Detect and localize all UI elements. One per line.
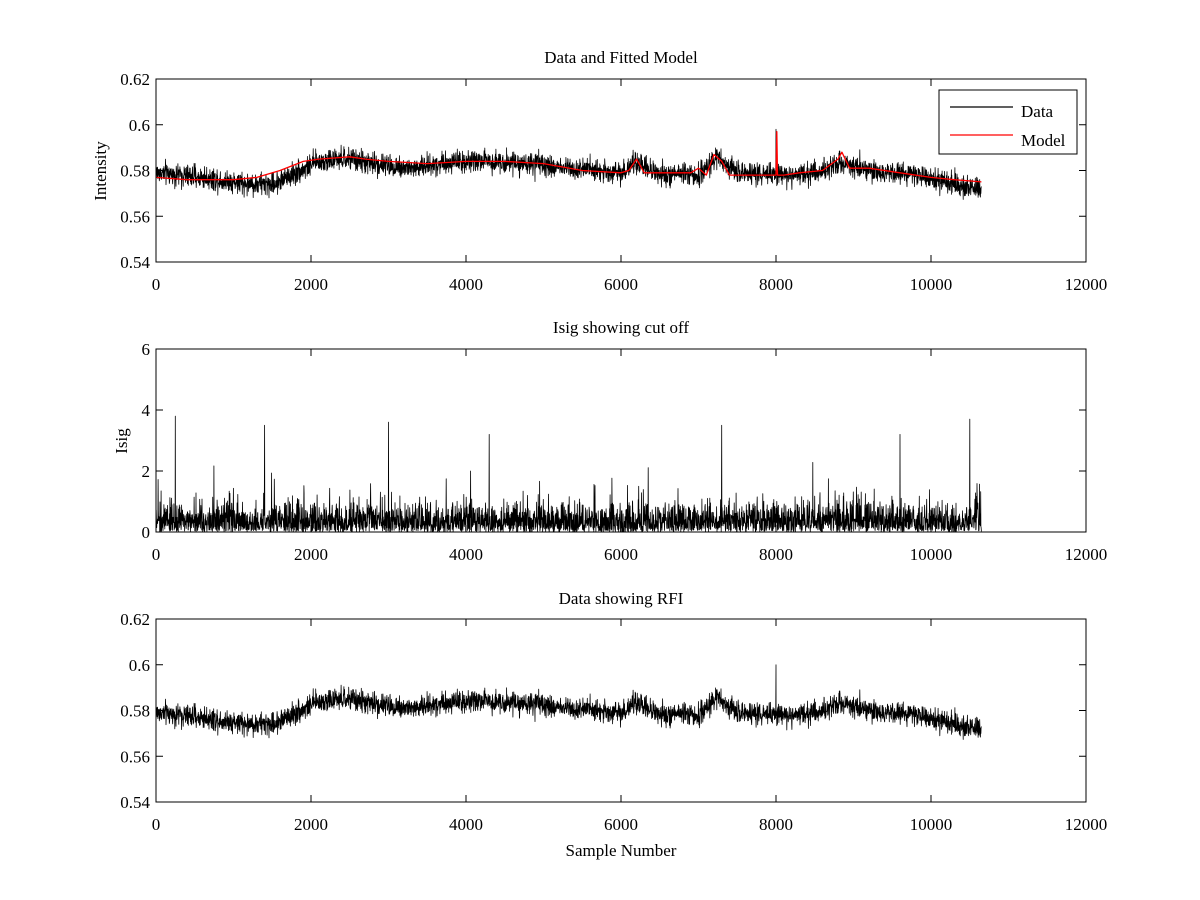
legend-label-data: Data: [1021, 102, 1054, 121]
panel-2-ylabel: Isig: [112, 428, 131, 454]
series-line-isig: [155, 664, 982, 740]
x-tick-label: 10000: [910, 815, 953, 834]
y-tick-label: 0.62: [120, 70, 150, 89]
y-tick-label: 0.6: [129, 116, 150, 135]
legend-label-model: Model: [1021, 131, 1066, 150]
panel-3-plot-area: [155, 664, 982, 740]
panel-3-xlabel: Sample Number: [566, 841, 677, 860]
panel-data-and-model: Data and Fitted Model Intensity 0 2000 400…: [91, 48, 1107, 294]
x-tick-label: 12000: [1065, 275, 1108, 294]
y-tick-label: 0.62: [120, 610, 150, 629]
y-tick-label: 0.58: [120, 162, 150, 181]
x-tick-label: 0: [152, 275, 161, 294]
x-tick-label: 10000: [910, 275, 953, 294]
x-tick-label: 0: [152, 545, 161, 564]
x-tick-label: 8000: [759, 275, 793, 294]
y-tick-label: 2: [142, 462, 151, 481]
y-tick-label: 0.54: [120, 253, 150, 272]
y-tick-label: 0.6: [129, 656, 150, 675]
panel-2-ticks: 0 2000 4000 6000 8000 10000 12000 0 2 4 6: [142, 340, 1108, 564]
x-tick-label: 6000: [604, 545, 638, 564]
legend-box: [938, 89, 1078, 155]
y-tick-label: 0: [142, 523, 151, 542]
series-line-isig: [155, 415, 982, 533]
panel-1-title: Data and Fitted Model: [544, 48, 698, 67]
panel-1-ylabel: Intensity: [91, 141, 110, 201]
x-tick-label: 2000: [294, 545, 328, 564]
x-tick-label: 8000: [759, 545, 793, 564]
y-tick-label: 0.58: [120, 702, 150, 721]
y-tick-label: 6: [142, 340, 151, 359]
x-tick-label: 8000: [759, 815, 793, 834]
panel-2-plot-area: [155, 415, 982, 533]
panel-3-title: Data showing RFI: [559, 589, 684, 608]
series-line-data: [155, 128, 982, 200]
series-line-model: [155, 130, 982, 183]
legend: Data Model: [938, 89, 1078, 155]
x-tick-label: 6000: [604, 275, 638, 294]
y-tick-label: 0.56: [120, 747, 150, 766]
y-tick-label: 4: [142, 401, 151, 420]
x-tick-label: 0: [152, 815, 161, 834]
x-tick-label: 4000: [449, 275, 483, 294]
x-tick-label: 4000: [449, 545, 483, 564]
panel-3-ticks: 0 2000 4000 6000 8000 10000 12000 0.54 0.56 0.58 0…: [120, 610, 1107, 834]
x-tick-label: 2000: [294, 275, 328, 294]
x-tick-label: 6000: [604, 815, 638, 834]
y-tick-label: 0.56: [120, 207, 150, 226]
panel-1-plot-area: [155, 128, 982, 200]
y-tick-label: 0.54: [120, 793, 150, 812]
panel-1-ticks: 0 2000 4000 6000 8000 10000 12000 0.54 0.56 0.58 0…: [120, 70, 1107, 294]
panel-data-rfi: Data showing RFI 0 2000 4000 6000 8000 10000 1…: [120, 589, 1107, 860]
x-tick-label: 12000: [1065, 545, 1108, 564]
x-tick-label: 2000: [294, 815, 328, 834]
panel-2-title: Isig showing cut off: [553, 318, 689, 337]
x-tick-label: 10000: [910, 545, 953, 564]
panel-isig: Isig showing cut off Isig 0 2000 4000 6000 8…: [112, 318, 1107, 564]
x-tick-label: 4000: [449, 815, 483, 834]
x-tick-label: 12000: [1065, 815, 1108, 834]
